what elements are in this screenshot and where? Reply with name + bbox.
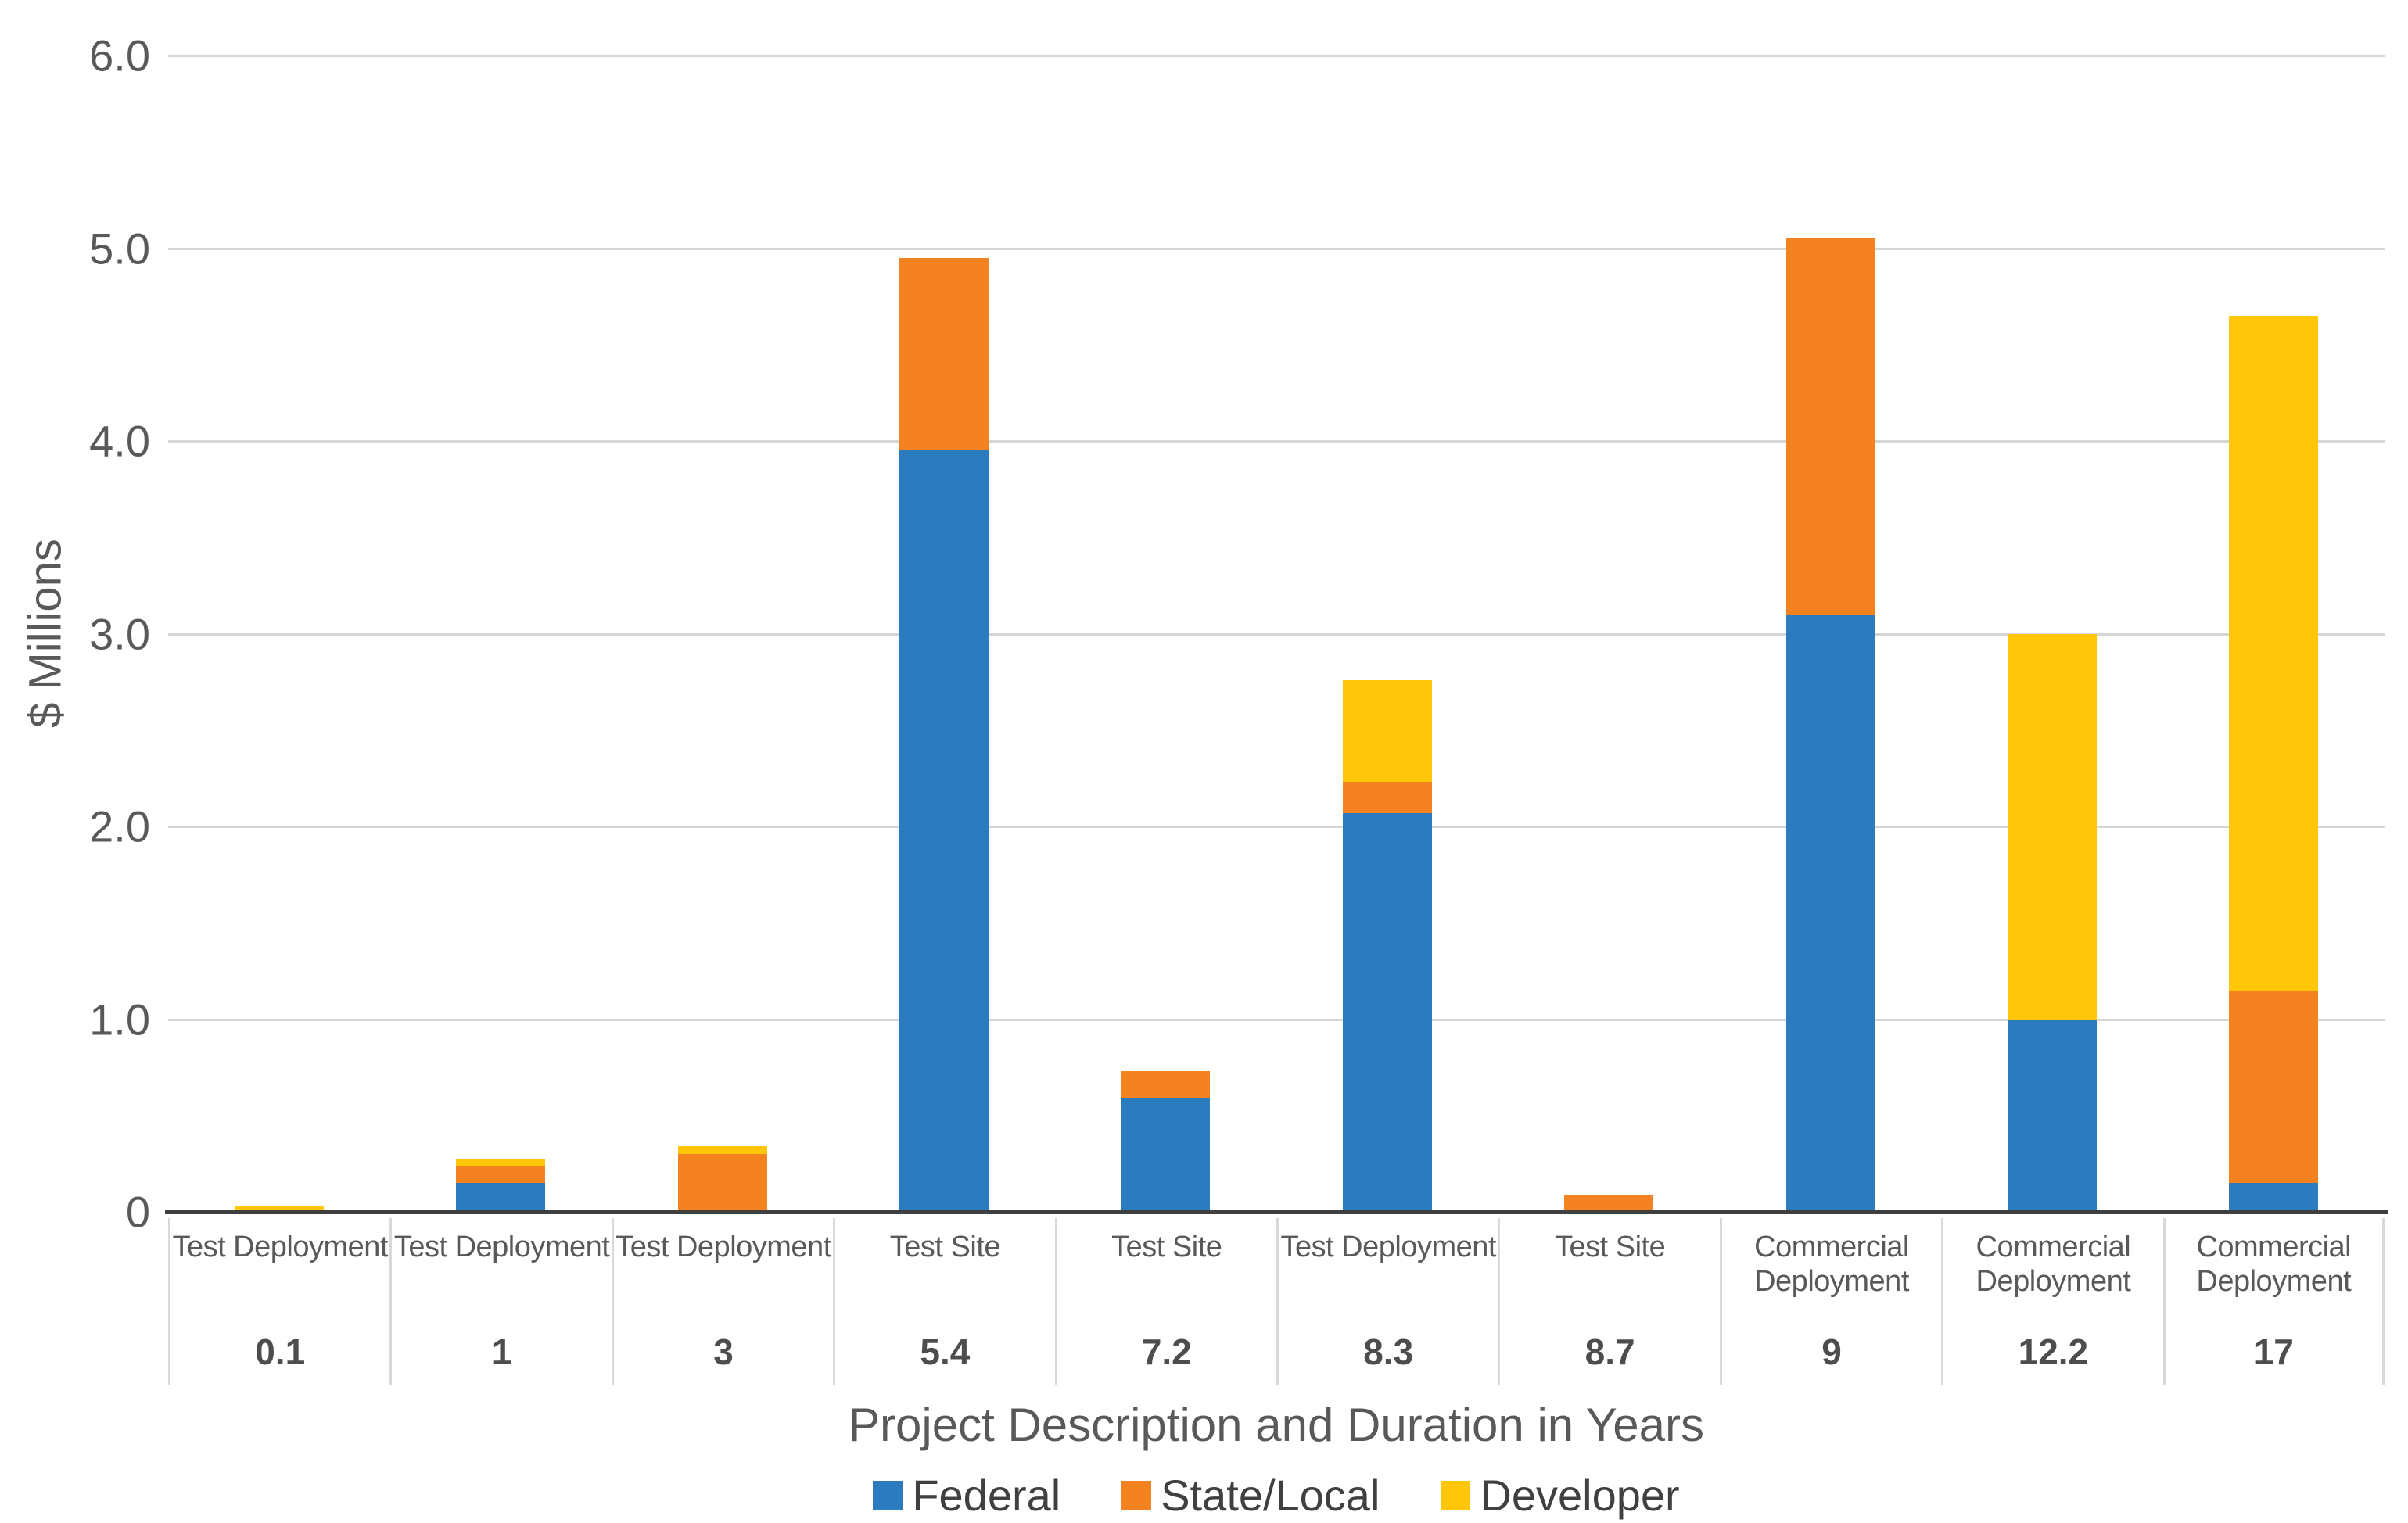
gridline	[168, 826, 2385, 828]
category-description: Test Deployment	[393, 1231, 610, 1263]
category-cell: Test Deployment 1	[389, 1218, 611, 1385]
bar-segment-developer	[2229, 315, 2319, 991]
category-description: Commercial Deployment	[1754, 1231, 1909, 1298]
category-cell: Test Deployment 0.1	[168, 1218, 389, 1385]
bar-segment-developer	[456, 1159, 546, 1166]
category-duration: 0.1	[255, 1331, 306, 1372]
bar-segment-state-local	[1785, 238, 1875, 615]
category-duration: 8.7	[1584, 1331, 1635, 1372]
category-duration: 8.3	[1363, 1331, 1414, 1372]
category-cell: Test Site 5.4	[833, 1218, 1054, 1385]
y-axis-tick-label: 0	[125, 1187, 150, 1237]
category-cell: Commercial Deployment 12.2	[1941, 1218, 2162, 1385]
legend-swatch-icon	[1441, 1480, 1471, 1510]
category-cell: Test Deployment 8.3	[1276, 1218, 1498, 1385]
bar-segment-developer	[234, 1206, 324, 1212]
bar-segment-state-local	[456, 1165, 546, 1183]
bar-segment-state-local	[677, 1154, 767, 1212]
legend-label: State/Local	[1161, 1471, 1380, 1520]
gridline	[168, 1018, 2385, 1021]
category-duration: 9	[1821, 1331, 1842, 1372]
category-duration: 1	[491, 1331, 512, 1372]
category-description: Test Deployment	[615, 1231, 831, 1263]
bar-segment-federal	[1342, 812, 1432, 1212]
bar-segment-state-local	[1564, 1194, 1654, 1212]
bar-segment-federal	[899, 450, 989, 1212]
bar-segment-developer	[1342, 679, 1432, 783]
category-description: Test Site	[1111, 1231, 1222, 1263]
category-description: Test Deployment	[172, 1231, 388, 1263]
y-axis-tick-label: 4.0	[89, 416, 150, 466]
legend-swatch-icon	[873, 1480, 903, 1510]
category-description: Commercial Deployment	[2196, 1231, 2352, 1298]
y-axis-tick-label: 5.0	[89, 224, 150, 273]
legend-item: Federal	[873, 1470, 1060, 1521]
category-description: Test Site	[889, 1231, 1001, 1263]
category-cell: Commercial Deployment 17	[2162, 1218, 2385, 1385]
y-axis-tick-label: 6.0	[89, 30, 150, 81]
category-duration: 7.2	[1141, 1331, 1192, 1372]
gridline	[168, 632, 2385, 636]
legend-item: Developer	[1441, 1470, 1680, 1521]
gridline	[168, 247, 2385, 250]
bar-segment-federal	[2007, 1019, 2097, 1212]
gridline	[168, 55, 2385, 57]
bar-segment-state-local	[1121, 1071, 1211, 1098]
bar-segment-developer	[2007, 633, 2097, 1020]
x-axis-line	[165, 1210, 2388, 1214]
legend: Federal State/Local Developer	[168, 1470, 2385, 1521]
legend-label: Federal	[912, 1471, 1061, 1520]
bar-segment-federal	[1785, 614, 1875, 1212]
bar-segment-federal	[456, 1183, 546, 1212]
y-axis-tick-label: 3.0	[89, 609, 150, 658]
category-description: Commercial Deployment	[1976, 1231, 2131, 1298]
x-axis-title: Project Description and Duration in Year…	[849, 1399, 1704, 1451]
category-duration: 12.2	[2018, 1331, 2089, 1372]
y-axis-tick-label: 2.0	[89, 801, 150, 851]
legend-item: State/Local	[1121, 1470, 1380, 1521]
category-cell: Test Site 8.7	[1498, 1218, 1719, 1385]
bar-segment-state-local	[1342, 782, 1432, 813]
legend-swatch-icon	[1121, 1480, 1152, 1510]
category-cell: Test Deployment 3	[611, 1218, 833, 1385]
category-cell: Commercial Deployment 9	[1719, 1218, 1941, 1385]
category-description: Test Site	[1554, 1231, 1666, 1263]
category-duration: 5.4	[920, 1331, 971, 1372]
category-cell: Test Site 7.2	[1054, 1218, 1276, 1385]
legend-label: Developer	[1480, 1471, 1680, 1520]
y-axis-tick-label: 1.0	[89, 994, 150, 1044]
bar-segment-federal	[1121, 1098, 1211, 1212]
gridline	[168, 440, 2385, 443]
bar-segment-federal	[2229, 1183, 2319, 1212]
category-description: Test Deployment	[1280, 1231, 1496, 1263]
bar-segment-state-local	[899, 257, 989, 451]
category-duration: 17	[2253, 1331, 2294, 1372]
bar-segment-state-local	[2229, 990, 2319, 1184]
category-duration: 3	[713, 1331, 734, 1372]
bar-segment-developer	[677, 1146, 767, 1155]
